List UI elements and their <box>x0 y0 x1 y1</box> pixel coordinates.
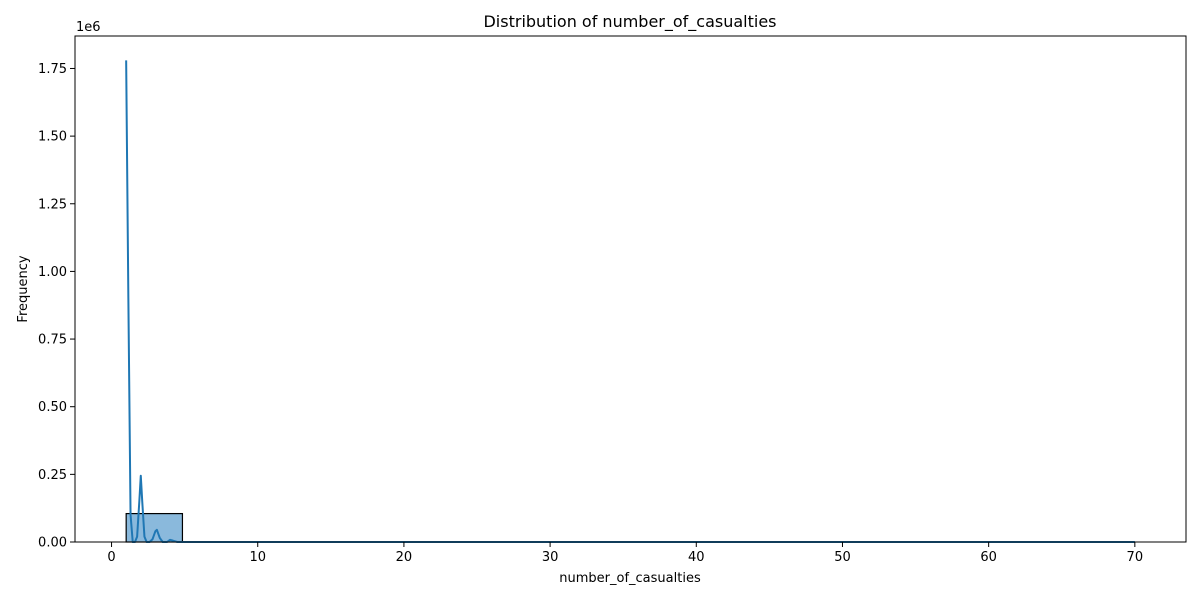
y-tick-label-1: 0.25 <box>38 468 67 483</box>
x-tick-label-5: 50 <box>834 550 851 565</box>
plot-area: 0 10 20 30 40 50 60 70 0.00 0.25 0.50 0.75 1.00 1.25 1… <box>38 35 1187 565</box>
y-offset-text: 1e6 <box>76 20 101 35</box>
y-axis-label: Frequency <box>16 255 31 322</box>
kde-line <box>125 60 1135 543</box>
y-tick-label-5: 1.25 <box>38 197 67 212</box>
y-tick-label-7: 1.75 <box>38 62 67 77</box>
plot-frame <box>74 35 1187 543</box>
y-tick-label-6: 1.50 <box>38 130 67 145</box>
y-tick-label-4: 1.00 <box>38 265 67 280</box>
y-tick-label-3: 0.75 <box>38 333 67 348</box>
x-axis-label: number_of_casualties <box>559 571 701 586</box>
y-tick-label-0: 0.00 <box>38 536 67 551</box>
x-tick-label-4: 40 <box>688 550 705 565</box>
x-tick-label-0: 0 <box>107 550 115 565</box>
x-tick-label-1: 10 <box>249 550 266 565</box>
histogram-bar-0 <box>125 512 184 543</box>
y-tick-label-2: 0.50 <box>38 400 67 415</box>
x-tick-label-3: 30 <box>542 550 559 565</box>
x-tick-label-7: 70 <box>1127 550 1144 565</box>
chart-title: Distribution of number_of_casualties <box>483 12 776 32</box>
x-tick-label-6: 60 <box>980 550 997 565</box>
x-tick-label-2: 20 <box>396 550 413 565</box>
